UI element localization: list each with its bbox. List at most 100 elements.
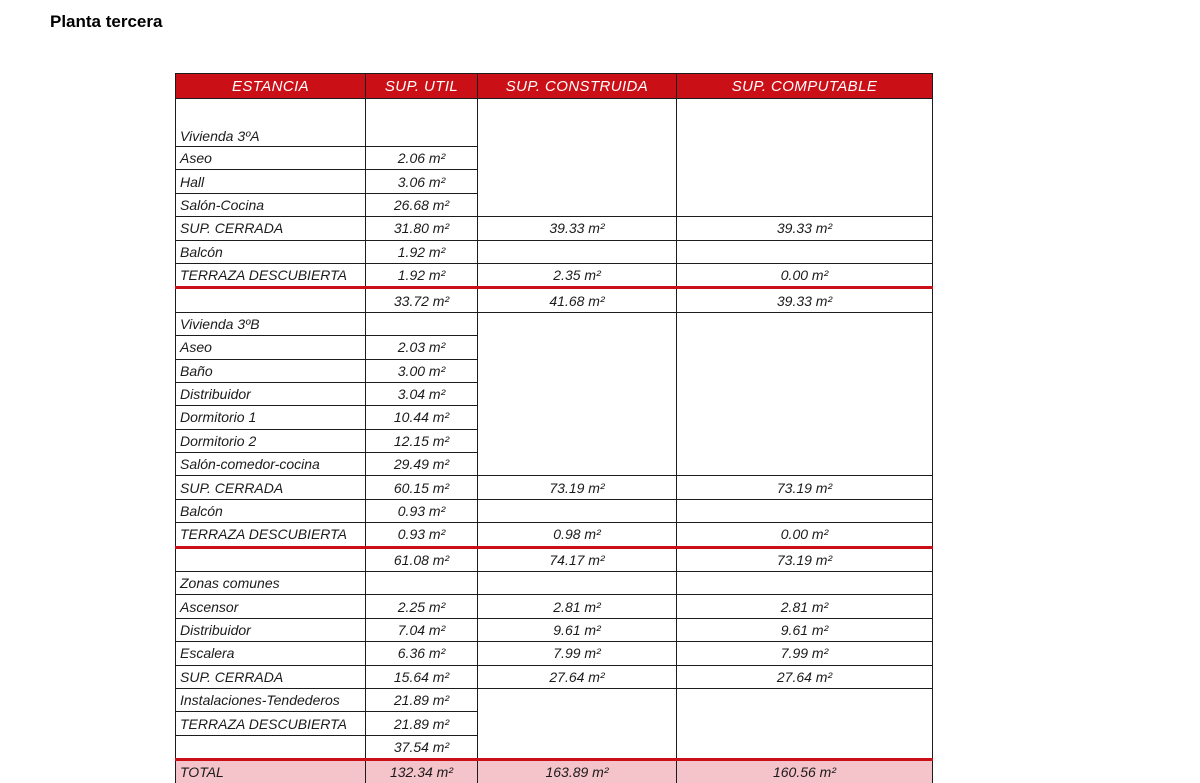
cell-sup-computable bbox=[676, 711, 933, 736]
cell-sup-computable bbox=[676, 452, 933, 476]
cell-sup-computable: 39.33 m² bbox=[676, 216, 933, 241]
table-row: TERRAZA DESCUBIERTA 1.92 m² 2.35 m² 0.00 m² bbox=[175, 262, 933, 290]
cell-sup-construida bbox=[477, 193, 677, 217]
cell-sup-util: 132.34 m² bbox=[365, 758, 478, 783]
cell-sup-construida bbox=[477, 146, 677, 170]
table-row: Aseo 2.06 m² bbox=[175, 145, 933, 171]
cell-sup-construida bbox=[477, 499, 677, 523]
cell-sup-computable bbox=[676, 382, 933, 406]
cell-sup-util: 37.54 m² bbox=[365, 734, 478, 761]
cell-sup-construida bbox=[477, 312, 677, 336]
cell-sup-construida bbox=[477, 382, 677, 406]
table-row: Salón-comedor-cocina 29.49 m² bbox=[175, 452, 933, 477]
table-row: Balcón 1.92 m² bbox=[175, 239, 933, 264]
cell-estancia: Balcón bbox=[175, 498, 366, 524]
table-row: 33.72 m² 41.68 m² 39.33 m² bbox=[175, 287, 933, 313]
table-row: SUP. CERRADA 15.64 m² 27.64 m² 27.64 m² bbox=[175, 664, 933, 689]
cell-sup-util bbox=[365, 571, 478, 596]
cell-sup-computable bbox=[676, 499, 933, 523]
cell-sup-construida: 41.68 m² bbox=[477, 287, 677, 313]
table-row: Distribuidor 3.04 m² bbox=[175, 381, 933, 407]
cell-sup-util: 10.44 m² bbox=[365, 405, 478, 430]
cell-sup-util: 6.36 m² bbox=[365, 641, 478, 666]
table-row: TERRAZA DESCUBIERTA 21.89 m² bbox=[175, 711, 933, 736]
cell-sup-construida bbox=[477, 711, 677, 736]
cell-estancia bbox=[175, 734, 366, 761]
cell-sup-computable: 0.00 m² bbox=[676, 262, 933, 290]
cell-sup-construida: 73.19 m² bbox=[477, 475, 677, 500]
cell-sup-computable: 9.61 m² bbox=[676, 617, 933, 643]
cell-sup-computable: 27.64 m² bbox=[676, 664, 933, 689]
cell-sup-computable: 73.19 m² bbox=[676, 475, 933, 500]
cell-sup-construida: 163.89 m² bbox=[477, 758, 677, 783]
table-row: Distribuidor 7.04 m² 9.61 m² 9.61 m² bbox=[175, 617, 933, 643]
cell-estancia: Vivienda 3ºA bbox=[175, 98, 366, 147]
cell-estancia: Distribuidor bbox=[175, 381, 366, 407]
cell-sup-computable bbox=[676, 335, 933, 360]
cell-sup-util bbox=[365, 98, 478, 147]
cell-sup-util: 15.64 m² bbox=[365, 664, 478, 689]
cell-estancia: Dormitorio 1 bbox=[175, 405, 366, 430]
table-row: Vivienda 3ºB bbox=[175, 311, 933, 337]
cell-sup-computable: 7.99 m² bbox=[676, 641, 933, 666]
cell-estancia: TERRAZA DESCUBIERTA bbox=[175, 522, 366, 549]
cell-sup-construida: 7.99 m² bbox=[477, 641, 677, 666]
table-row: Ascensor 2.25 m² 2.81 m² 2.81 m² bbox=[175, 594, 933, 619]
areas-table-wrap: ESTANCIA SUP. UTIL SUP. CONSTRUIDA SUP. … bbox=[175, 73, 933, 783]
areas-table: ESTANCIA SUP. UTIL SUP. CONSTRUIDA SUP. … bbox=[175, 73, 933, 783]
table-row: Instalaciones-Tendederos 21.89 m² bbox=[175, 687, 933, 713]
table-row: Salón-Cocina 26.68 m² bbox=[175, 192, 933, 218]
cell-estancia: Escalera bbox=[175, 641, 366, 666]
cell-sup-computable bbox=[676, 429, 933, 453]
cell-sup-computable bbox=[676, 169, 933, 194]
cell-sup-computable: 2.81 m² bbox=[676, 594, 933, 619]
table-row: TOTAL 132.34 m² 163.89 m² 160.56 m² bbox=[175, 758, 933, 783]
cell-sup-util: 7.04 m² bbox=[365, 617, 478, 643]
cell-sup-util: 1.92 m² bbox=[365, 262, 478, 290]
table-row: Vivienda 3ºA bbox=[175, 98, 933, 147]
cell-estancia: TERRAZA DESCUBIERTA bbox=[175, 262, 366, 290]
column-header-sup-construida: SUP. CONSTRUIDA bbox=[477, 73, 677, 99]
cell-sup-computable bbox=[676, 571, 933, 595]
cell-sup-computable bbox=[676, 98, 933, 147]
cell-estancia: SUP. CERRADA bbox=[175, 216, 366, 241]
table-row: Dormitorio 2 12.15 m² bbox=[175, 428, 933, 454]
cell-sup-util: 33.72 m² bbox=[365, 287, 478, 313]
cell-sup-construida: 39.33 m² bbox=[477, 216, 677, 241]
cell-sup-computable bbox=[676, 146, 933, 170]
cell-sup-construida: 9.61 m² bbox=[477, 617, 677, 643]
cell-sup-util: 3.00 m² bbox=[365, 358, 478, 383]
table-header-row: ESTANCIA SUP. UTIL SUP. CONSTRUIDA SUP. … bbox=[175, 73, 933, 99]
cell-sup-construida bbox=[477, 571, 677, 595]
column-header-sup-computable: SUP. COMPUTABLE bbox=[676, 73, 933, 99]
cell-sup-computable bbox=[676, 735, 933, 760]
column-header-estancia: ESTANCIA bbox=[175, 73, 366, 99]
cell-sup-util: 21.89 m² bbox=[365, 711, 478, 736]
cell-sup-computable bbox=[676, 240, 933, 264]
table-row: SUP. CERRADA 60.15 m² 73.19 m² 73.19 m² bbox=[175, 475, 933, 500]
table-row: Aseo 2.03 m² bbox=[175, 335, 933, 360]
table-row: Dormitorio 1 10.44 m² bbox=[175, 405, 933, 430]
cell-sup-util: 1.92 m² bbox=[365, 239, 478, 264]
cell-estancia: SUP. CERRADA bbox=[175, 664, 366, 689]
cell-sup-util: 61.08 m² bbox=[365, 546, 478, 573]
cell-sup-construida: 0.98 m² bbox=[477, 522, 677, 549]
cell-sup-computable bbox=[676, 359, 933, 383]
table-row: Zonas comunes bbox=[175, 571, 933, 596]
cell-sup-construida bbox=[477, 335, 677, 360]
cell-sup-computable: 39.33 m² bbox=[676, 287, 933, 313]
table-row: 37.54 m² bbox=[175, 734, 933, 761]
cell-sup-construida: 74.17 m² bbox=[477, 546, 677, 573]
cell-estancia bbox=[175, 546, 366, 573]
cell-estancia: Zonas comunes bbox=[175, 571, 366, 596]
cell-estancia: Hall bbox=[175, 169, 366, 194]
cell-estancia: Salón-comedor-cocina bbox=[175, 452, 366, 477]
cell-sup-util: 2.06 m² bbox=[365, 145, 478, 171]
table-row: TERRAZA DESCUBIERTA 0.93 m² 0.98 m² 0.00 m² bbox=[175, 522, 933, 549]
cell-sup-computable bbox=[676, 193, 933, 217]
cell-estancia: Vivienda 3ºB bbox=[175, 311, 366, 337]
cell-sup-util: 29.49 m² bbox=[365, 452, 478, 477]
cell-sup-construida bbox=[477, 240, 677, 264]
cell-sup-util: 31.80 m² bbox=[365, 216, 478, 241]
cell-sup-computable: 160.56 m² bbox=[676, 758, 933, 783]
